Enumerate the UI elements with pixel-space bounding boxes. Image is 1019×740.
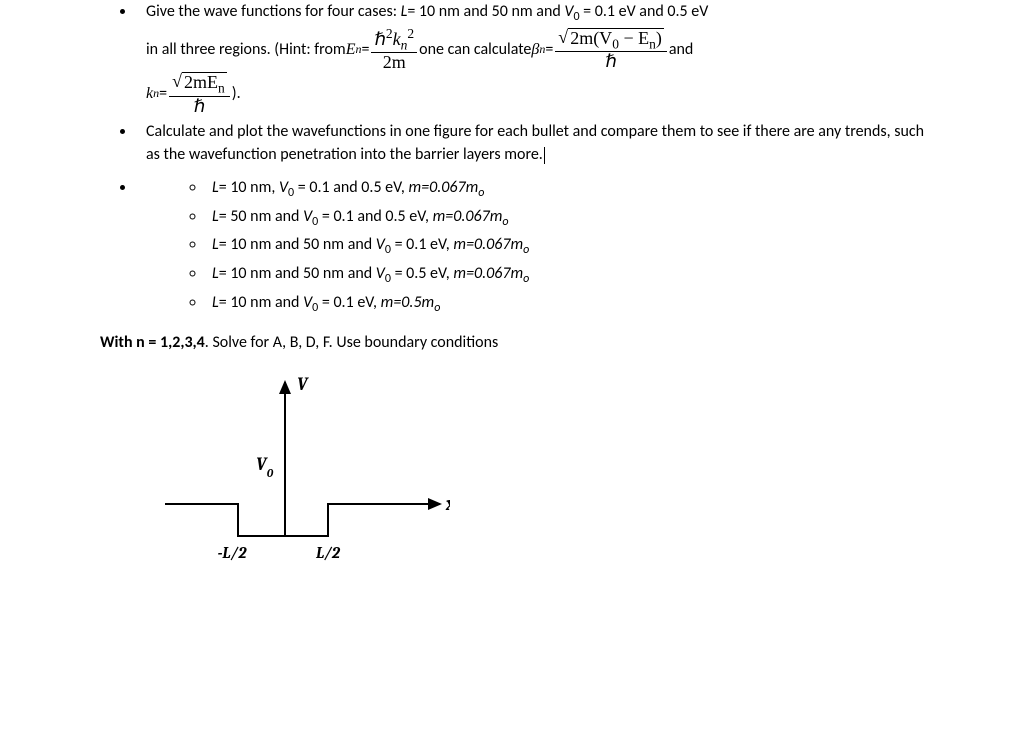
bullet-calc-plot: Calculate and plot the wavefunctions in …	[136, 120, 929, 166]
li-V: V	[376, 235, 385, 254]
li-V: V	[279, 178, 288, 197]
b1-line1-mid1: = 10 nm and 50 nm and	[407, 2, 564, 21]
li-t5: = 0.1 and 0.5 eV,	[318, 207, 432, 226]
li-t5: = 0.1 eV,	[391, 235, 453, 254]
li-t5: = 0.1 and 0.5 eV,	[294, 178, 408, 197]
list-item: L= 10 nm and 50 nm and V0 = 0.1 eV, m=0.…	[206, 233, 929, 260]
li-m-sub: o	[502, 215, 508, 229]
potential-well-figure: Vx V0 -L/2 L/2	[150, 364, 929, 581]
list-item: L= 10 nm and V0 = 0.1 eV, m=0.5mo	[206, 291, 929, 318]
with-n-line: With n = 1,2,3,4. Solve for A, B, D, F. …	[100, 331, 929, 354]
kn-root-arg: 2mEn	[182, 72, 227, 96]
li-V: V	[303, 207, 312, 226]
label-Lneg: -L/2	[218, 544, 248, 562]
potential-well-svg: Vx V0 -L/2 L/2	[150, 364, 450, 574]
kn-k: k	[146, 82, 153, 105]
page: Give the wave functions for four cases: …	[0, 0, 1019, 740]
beta-den: ℏ	[555, 52, 667, 71]
li-t2: = 10 nm and 50 nm and	[219, 235, 376, 254]
b1-line1-post: = 0.1 eV and 0.5 eV	[580, 2, 709, 21]
kn-den: ℏ	[169, 97, 230, 116]
text-cursor-icon	[544, 147, 545, 164]
li-t2: = 10 nm and	[219, 293, 303, 312]
k: k	[393, 29, 401, 49]
li-V: V	[376, 264, 385, 283]
li-L: L	[212, 235, 219, 254]
b1-line1-pre: Give the wave functions for four cases:	[146, 2, 401, 21]
frac-beta: √2m(V0 − En) ℏ	[555, 28, 667, 72]
li-L: L	[212, 264, 219, 283]
list-item: L= 50 nm and V0 = 0.1 and 0.5 eV, m=0.06…	[206, 205, 929, 232]
beta: β	[531, 38, 539, 61]
inner-list: L= 10 nm, V0 = 0.1 and 0.5 eV, m=0.067mo…	[146, 176, 929, 317]
label-V: V	[297, 374, 309, 395]
list-item: L= 10 nm and 50 nm and V0 = 0.5 eV, m=0.…	[206, 262, 929, 289]
k-sq: 2	[407, 26, 414, 41]
li-m: m=0.067m	[433, 207, 503, 226]
b1-eq1: =	[362, 38, 370, 61]
list-item: L= 10 nm, V0 = 0.1 and 0.5 eV, m=0.067mo	[206, 176, 929, 203]
label-x: x	[445, 492, 450, 515]
li-L: L	[212, 207, 219, 226]
li-m-sub: o	[523, 244, 529, 258]
b1-En-E: E	[346, 38, 356, 61]
li-t2: = 10 nm,	[219, 178, 279, 197]
sqrt-icon-2: √	[172, 72, 182, 91]
li-m: m=0.067m	[409, 178, 479, 197]
b1-line2-pre: in all three regions. (Hint: from	[146, 38, 346, 61]
outer-list: Give the wave functions for four cases: …	[100, 0, 929, 317]
li-t2: = 10 nm and 50 nm and	[219, 264, 376, 283]
frac-hbar2k2-2m: ℏ2kn2 2m	[371, 27, 417, 73]
li-m-sub: o	[478, 186, 484, 200]
li-m-sub: o	[523, 272, 529, 286]
kn-post: ).	[232, 82, 241, 105]
li-t5: = 0.5 eV,	[391, 264, 453, 283]
li-L: L	[212, 293, 219, 312]
hbar: ℏ	[374, 29, 385, 49]
li-m: m=0.067m	[453, 264, 523, 283]
li-t2: = 50 nm and	[219, 207, 303, 226]
li-V: V	[303, 293, 312, 312]
sqrt-icon: √	[558, 28, 568, 47]
li-t5: = 0.1 eV,	[318, 293, 380, 312]
b1-and: and	[669, 38, 693, 61]
frac-kn: √2mEn ℏ	[169, 72, 230, 116]
li-m-sub: o	[434, 301, 440, 315]
withn-pre: With n = 1,2,3,4	[100, 333, 205, 352]
li-L: L	[212, 178, 219, 197]
den-2m: 2m	[371, 53, 417, 72]
b1-eq2: =	[545, 38, 553, 61]
b1-eq3: =	[159, 82, 167, 105]
li-m: m=0.5m	[381, 293, 435, 312]
label-Lpos: L/2	[315, 544, 341, 562]
bullet-wavefunctions: Give the wave functions for four cases: …	[136, 0, 929, 116]
bullet-empty: L= 10 nm, V0 = 0.1 and 0.5 eV, m=0.067mo…	[136, 176, 929, 317]
beta-root-arg: 2m(V0 − En)	[568, 28, 664, 52]
hbar-sq: 2	[386, 26, 393, 41]
b2-text: Calculate and plot the wavefunctions in …	[146, 122, 924, 164]
li-m: m=0.067m	[453, 235, 523, 254]
b1-line2-mid: one can calculate	[419, 38, 531, 61]
withn-post: . Solve for A, B, D, F. Use boundary con…	[205, 333, 498, 352]
label-V0: V0	[256, 454, 274, 480]
